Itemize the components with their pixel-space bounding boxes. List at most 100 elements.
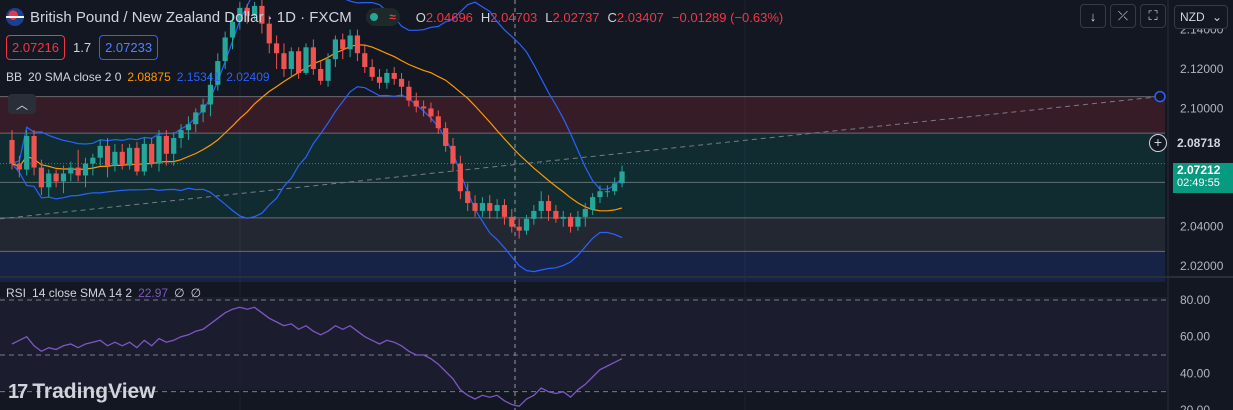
ohlc-values: O2.04696 H2.04703 L2.02737 C2.03407 −0.0… — [416, 10, 783, 25]
rsi-line — [11, 306, 623, 408]
candle-body — [443, 128, 449, 146]
candle-body — [362, 53, 368, 68]
candle-body — [612, 183, 618, 192]
rsi-background-band — [0, 297, 1168, 390]
bar-replay-icon: ≈ — [389, 10, 396, 24]
candle-body — [568, 216, 574, 227]
bb-upper-value: 2.15341 — [176, 70, 221, 84]
candle-body — [46, 173, 52, 188]
candle-body — [494, 205, 500, 211]
close-label: C — [607, 9, 617, 25]
candle-body — [163, 136, 169, 154]
market-open-icon — [369, 13, 378, 21]
candle-body — [288, 51, 294, 69]
rsi-axis-label: 20.00 — [1180, 403, 1210, 410]
candle-body — [325, 59, 331, 81]
candle-body — [523, 218, 530, 231]
candle-body — [244, 7, 250, 16]
symbol-title[interactable]: British Pound / New Zealand Dollar · 1D … — [30, 8, 352, 26]
high-value: 2.04703 — [490, 9, 538, 25]
candle-body — [398, 78, 405, 87]
scroll-to-latest-button[interactable]: ↓ — [1080, 4, 1106, 28]
price-zone-2 — [0, 182, 1165, 218]
candle-body — [413, 100, 419, 107]
candle-body — [560, 216, 566, 219]
candle-body — [406, 86, 412, 101]
high-label: H — [480, 9, 491, 25]
open-label: O — [415, 9, 426, 25]
current-price: 2.07212 — [1177, 163, 1221, 177]
buy-button[interactable]: 2.07233 — [99, 35, 159, 60]
frame-icon: ⛶ — [1148, 8, 1158, 23]
candle-body — [97, 145, 103, 158]
candle-body — [53, 173, 59, 182]
candle-body — [296, 51, 302, 73]
candle-body — [178, 130, 184, 138]
rsi-extra-1: ∅ — [174, 286, 185, 300]
candle-body — [24, 136, 30, 170]
fullscreen-button[interactable]: ⤫ — [1110, 4, 1136, 28]
chevron-up-icon: ︿ — [15, 97, 28, 112]
currency-value: NZD — [1180, 10, 1205, 24]
low-value: 2.02737 — [552, 9, 600, 25]
candle-body — [193, 112, 199, 125]
candle-body — [134, 147, 140, 172]
candle-body — [391, 72, 397, 79]
screenshot-button[interactable]: ⛶ — [1140, 4, 1166, 28]
candle-body — [207, 84, 214, 105]
rsi-name: RSI — [6, 286, 27, 300]
candle-body — [347, 35, 353, 50]
collapse-arrows-icon: ⤫ — [1117, 8, 1129, 23]
candle-body — [90, 157, 96, 164]
candle-body — [119, 151, 125, 166]
close-value: 2.03407 — [616, 9, 664, 25]
candle-body — [16, 163, 22, 170]
price-axis-label: 2.02000 — [1180, 259, 1224, 273]
candle-body — [465, 191, 471, 204]
candle-body — [82, 163, 89, 176]
rsi-axis-label: 80.00 — [1180, 293, 1210, 307]
candle-body — [553, 210, 559, 219]
currency-select[interactable]: NZD ⌄ — [1174, 5, 1228, 29]
price-axis-label: 2.12000 — [1180, 62, 1224, 76]
bb-params: 20 SMA close 2 0 — [28, 70, 122, 84]
rsi-value: 22.97 — [138, 286, 169, 300]
candle-body — [171, 138, 177, 154]
alert-price-tag[interactable]: 2.08718 — [1173, 135, 1233, 151]
candle-body — [421, 106, 427, 109]
candle-body — [222, 37, 228, 62]
candle-body — [487, 203, 493, 211]
candle-body — [538, 201, 544, 211]
collapse-legend-button[interactable]: ︿ — [8, 94, 36, 114]
sell-button[interactable]: 2.07216 — [6, 35, 65, 60]
bb-lower-line — [11, 86, 623, 273]
tradingview-logo[interactable]: 17 TradingView — [8, 380, 156, 404]
rsi-axis-label: 60.00 — [1180, 330, 1210, 344]
candle-body — [251, 5, 258, 16]
candle-body — [369, 67, 375, 77]
candle-body — [266, 23, 272, 44]
plus-icon: + — [1153, 134, 1163, 150]
bar-countdown: 02:49:55 — [1177, 177, 1220, 189]
candle-body — [472, 203, 478, 211]
market-status-toggle[interactable]: ≈ — [365, 8, 400, 26]
candle-body — [384, 72, 390, 83]
candle-body — [604, 191, 610, 193]
price-axis-label: 2.10000 — [1180, 101, 1224, 115]
bb-upper-line — [11, 0, 623, 190]
candle-body — [215, 61, 221, 85]
candle-body — [200, 104, 206, 113]
trend-line — [0, 96, 1161, 220]
rsi-legend[interactable]: RSI 14 close SMA 14 2 22.97 ∅ ∅ — [6, 286, 201, 300]
symbol-legend[interactable]: British Pound / New Zealand Dollar · 1D … — [6, 6, 783, 28]
rsi-params: 14 close SMA 14 2 — [32, 286, 133, 300]
candle-body — [310, 47, 316, 69]
candle-body — [376, 76, 383, 83]
add-alert-button[interactable]: + — [1149, 134, 1167, 152]
arrow-down-icon: ↓ — [1089, 8, 1097, 24]
candle-body — [501, 205, 508, 217]
candle-body — [509, 216, 515, 227]
bollinger-legend[interactable]: BB 20 SMA close 2 0 2.08875 2.15341 2.02… — [6, 70, 270, 84]
